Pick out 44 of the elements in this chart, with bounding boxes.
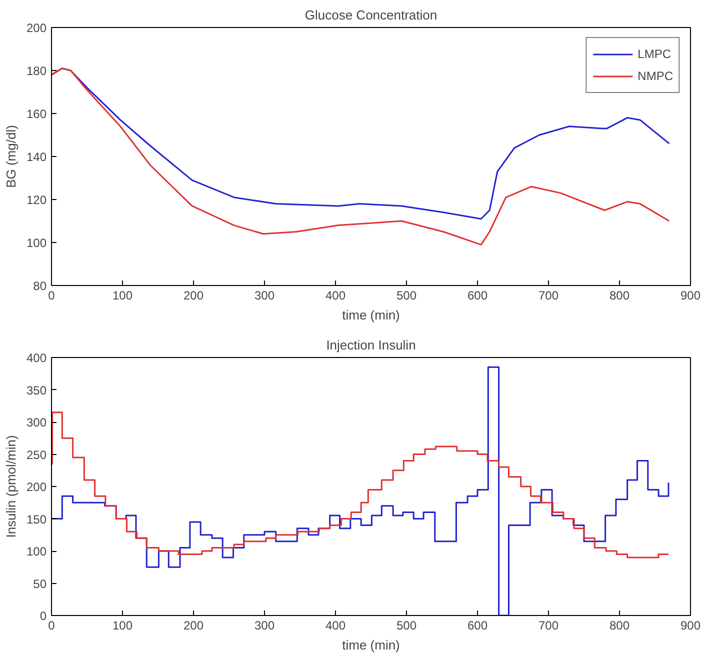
y-tick-label: 300 (26, 416, 47, 430)
x-tick-label: 800 (609, 288, 630, 302)
y-tick-label: 0 (40, 609, 47, 623)
x-tick-label: 400 (325, 288, 346, 302)
chart-title: Injection Insulin (326, 338, 416, 352)
x-tick-label: 200 (183, 288, 204, 302)
x-tick-label: 100 (112, 288, 133, 302)
y-tick-label: 400 (26, 351, 47, 365)
x-tick-label: 500 (396, 288, 417, 302)
x-tick-label: 600 (467, 618, 488, 632)
x-tick-label: 100 (112, 618, 133, 632)
x-tick-label: 800 (609, 618, 630, 632)
y-tick-label: 200 (26, 480, 47, 494)
x-axis-title: time (min) (342, 308, 400, 322)
x-tick-label: 900 (680, 618, 701, 632)
x-tick-label: 700 (538, 618, 559, 632)
x-axis-title: time (min) (342, 638, 400, 652)
y-tick-label: 120 (26, 193, 47, 207)
y-tick-label: 100 (26, 544, 47, 558)
x-tick-label: 0 (48, 288, 56, 302)
y-tick-label: 180 (26, 64, 47, 78)
y-tick-label: 150 (26, 512, 47, 526)
legend-label: NMPC (638, 69, 673, 83)
y-axis-title: BG (mg/dl) (3, 125, 18, 188)
y-tick-label: 50 (33, 576, 47, 591)
x-tick-label: 300 (254, 288, 275, 302)
y-tick-label: 140 (26, 150, 47, 164)
x-tick-label: 700 (538, 288, 559, 302)
y-axis-title: Insulin (pmol/min) (3, 435, 18, 538)
y-tick-label: 100 (26, 236, 47, 250)
chart-title: Glucose Concentration (304, 8, 438, 22)
x-tick-label: 300 (254, 618, 275, 632)
y-tick-label: 200 (26, 21, 47, 35)
x-tick-label: 400 (325, 618, 346, 632)
y-tick-label: 250 (26, 448, 47, 462)
y-tick-label: 350 (26, 383, 47, 398)
x-tick-label: 600 (467, 288, 488, 302)
y-tick-label: 160 (26, 107, 47, 121)
legend-label: LMPC (638, 47, 671, 61)
x-tick-label: 900 (680, 288, 701, 302)
x-tick-label: 500 (396, 618, 417, 632)
x-tick-label: 0 (48, 618, 56, 632)
x-tick-label: 200 (183, 618, 204, 632)
y-tick-label: 80 (33, 279, 47, 293)
